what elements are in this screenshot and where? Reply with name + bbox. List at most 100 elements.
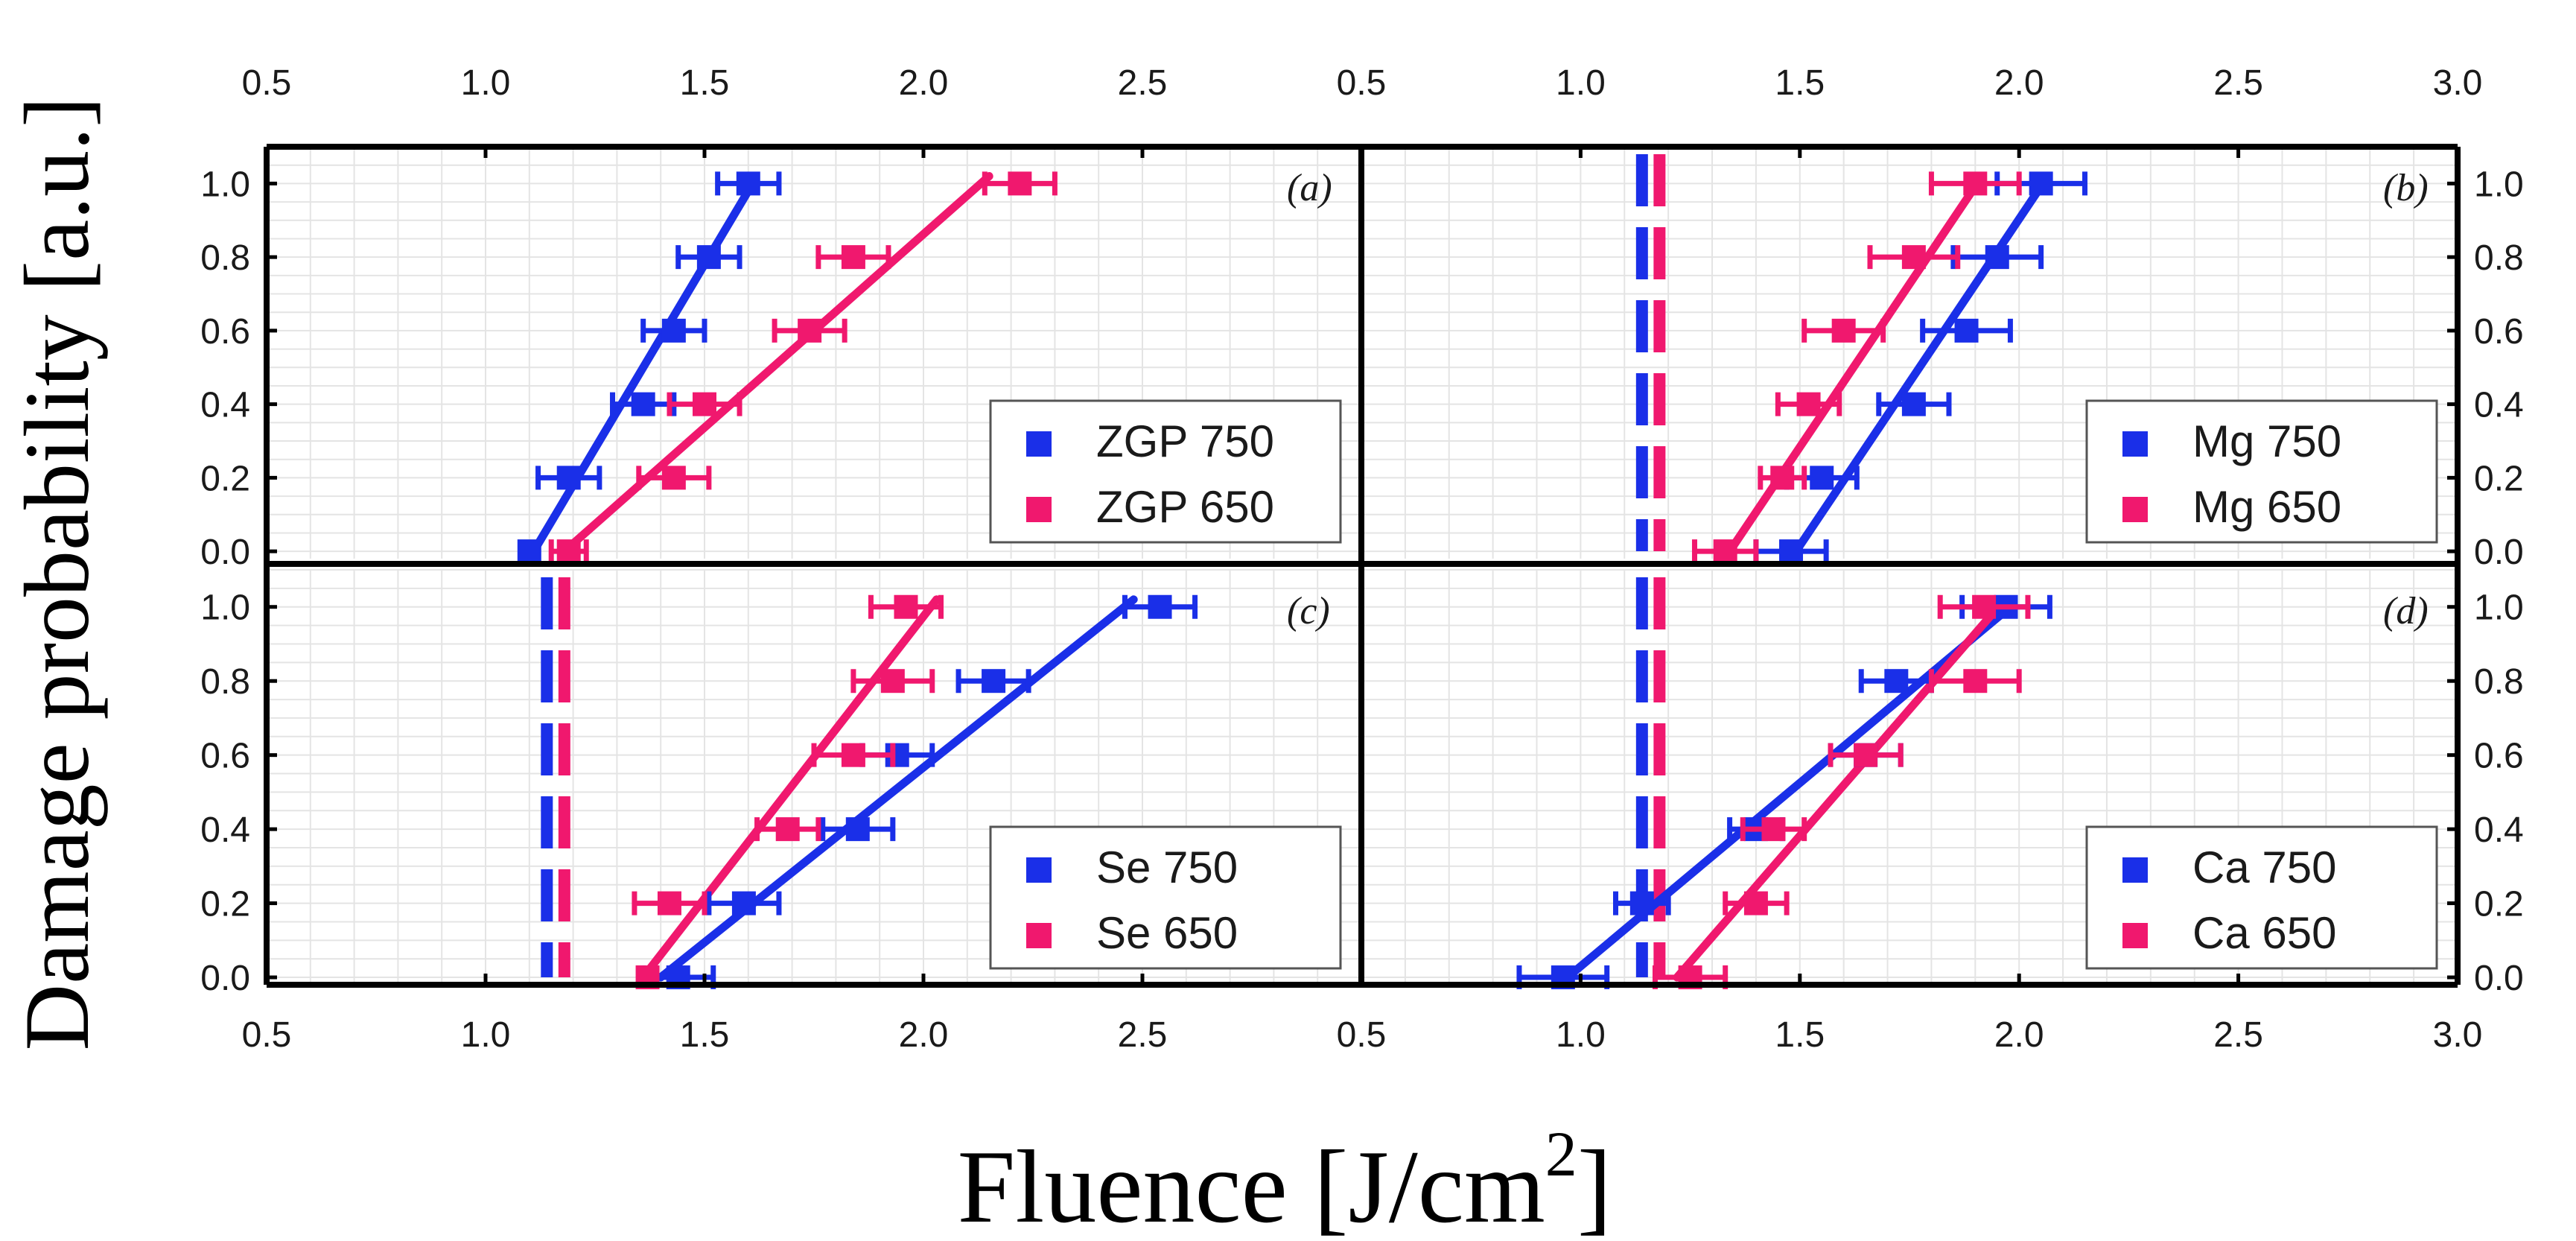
data-point <box>736 171 760 196</box>
x-tick-label: 0.5 <box>242 1015 292 1055</box>
y-tick-label: 0.0 <box>2474 533 2524 572</box>
y-tick-label: 1.0 <box>200 165 250 204</box>
data-point <box>2029 171 2053 196</box>
data-point <box>798 318 822 343</box>
x-tick-label: 1.0 <box>1556 63 1606 103</box>
data-point <box>1963 171 1988 196</box>
panels-layer: (a) ZGP 750 ZGP 650 (b) Mg 750 Mg 650 (c) Se 75… <box>200 63 2523 1055</box>
y-tick-label: 0.2 <box>2474 459 2524 498</box>
y-axis-title: Damage probability [a.u.] <box>6 97 108 1051</box>
legend-label: ZGP 750 <box>1096 416 1274 466</box>
x-tick-label: 0.5 <box>1337 63 1387 103</box>
x-tick-label: 0.5 <box>242 63 292 103</box>
data-point <box>1770 466 1795 490</box>
data-point <box>1901 245 1926 270</box>
data-point <box>880 669 905 694</box>
x-tick-label: 3.0 <box>2433 1015 2483 1055</box>
legend-label: Ca 750 <box>2192 842 2336 892</box>
data-point <box>845 817 870 842</box>
panel-letter: (d) <box>2383 590 2429 632</box>
y-tick-label: 0.8 <box>2474 238 2524 278</box>
data-point <box>841 743 865 767</box>
data-point <box>1831 318 1856 343</box>
fit-line <box>525 179 757 563</box>
fit-line <box>1559 603 2014 986</box>
legend-marker <box>1026 497 1052 522</box>
x-tick-label: 1.5 <box>1775 1015 1825 1055</box>
y-tick-label: 0.2 <box>2474 885 2524 924</box>
x-tick-label: 2.0 <box>1994 1015 2044 1055</box>
y-tick-label: 0.4 <box>2474 386 2524 425</box>
panel-a: (a) ZGP 750 ZGP 650 <box>266 146 1362 564</box>
legend-marker <box>2122 497 2148 522</box>
x-tick-label: 3.0 <box>2433 63 2483 103</box>
legend-marker <box>2122 857 2148 883</box>
fit-line <box>1787 175 2050 563</box>
panel-b: (b) Mg 750 Mg 650 <box>1361 146 2458 564</box>
data-point <box>631 392 655 416</box>
y-tick-label: 0.4 <box>2474 810 2524 850</box>
panel-letter: (b) <box>2383 167 2429 209</box>
data-point <box>657 891 681 915</box>
data-point <box>841 245 865 270</box>
fit-line <box>1673 599 2006 982</box>
legend-marker <box>1026 431 1052 457</box>
x-tick-label: 2.5 <box>2213 63 2263 103</box>
data-point <box>556 539 581 564</box>
y-tick-label: 0.8 <box>2474 662 2524 702</box>
data-point <box>1963 669 1988 694</box>
x-axis-title-main: Fluence [J/cm <box>958 1129 1545 1241</box>
y-tick-label: 0.6 <box>2474 737 2524 776</box>
fit-line <box>639 595 941 982</box>
data-point <box>1985 245 2009 270</box>
y-tick-label: 0.0 <box>2474 959 2524 998</box>
x-axis-title-end: ] <box>1577 1129 1612 1241</box>
x-tick-label: 1.5 <box>680 1015 730 1055</box>
panel-c: (c) Se 750 Se 650 <box>266 569 1362 990</box>
data-point <box>1713 539 1737 564</box>
panel-letter: (c) <box>1287 590 1330 632</box>
y-tick-label: 0.4 <box>200 386 250 425</box>
y-tick-label: 0.6 <box>2474 312 2524 352</box>
fit-line <box>560 172 993 556</box>
data-point <box>1743 891 1768 915</box>
y-tick-label: 0.2 <box>200 885 250 924</box>
y-tick-label: 0.8 <box>200 662 250 702</box>
x-tick-label: 1.0 <box>461 63 511 103</box>
data-point <box>1884 669 1909 694</box>
y-tick-label: 0.2 <box>200 459 250 498</box>
legend-label: Mg 650 <box>2192 482 2341 532</box>
x-tick-label: 2.0 <box>899 63 949 103</box>
x-axis-title-superscript: 2 <box>1545 1118 1577 1190</box>
legend-marker <box>2122 923 2148 948</box>
data-point <box>1148 594 1172 619</box>
data-point <box>1008 171 1032 196</box>
x-tick-label: 2.5 <box>1118 63 1168 103</box>
legend-label: Ca 650 <box>2192 908 2336 958</box>
legend-label: Se 750 <box>1096 842 1238 892</box>
y-tick-label: 0.0 <box>200 959 250 998</box>
data-point <box>1779 539 1804 564</box>
data-point <box>775 817 800 842</box>
y-tick-label: 0.6 <box>200 312 250 352</box>
x-axis-title: Fluence [J/cm2] <box>958 1118 1612 1241</box>
panel-letter: (a) <box>1287 167 1332 209</box>
data-point <box>894 594 918 619</box>
data-point <box>1629 891 1654 915</box>
x-tick-label: 2.0 <box>899 1015 949 1055</box>
legend-label: Mg 750 <box>2192 416 2341 466</box>
data-point <box>661 466 686 490</box>
data-point <box>982 669 1006 694</box>
y-tick-label: 1.0 <box>2474 588 2524 628</box>
data-point <box>661 318 686 343</box>
data-point <box>556 466 581 490</box>
data-point <box>1761 817 1786 842</box>
data-point <box>1954 318 1979 343</box>
legend-marker <box>1026 857 1052 883</box>
data-point <box>1796 392 1821 416</box>
x-tick-label: 1.5 <box>680 63 730 103</box>
y-tick-label: 0.0 <box>200 533 250 572</box>
data-point <box>517 539 541 564</box>
y-tick-label: 0.6 <box>200 737 250 776</box>
